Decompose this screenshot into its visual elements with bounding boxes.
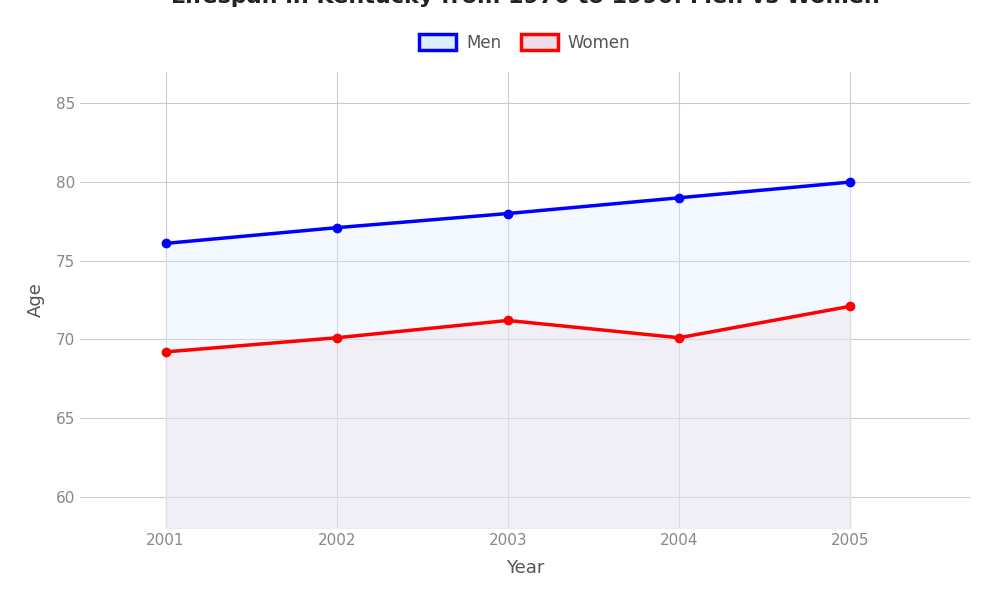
Legend: Men, Women: Men, Women bbox=[411, 26, 639, 60]
Title: Lifespan in Kentucky from 1970 to 1990: Men vs Women: Lifespan in Kentucky from 1970 to 1990: … bbox=[171, 0, 879, 7]
X-axis label: Year: Year bbox=[506, 559, 544, 577]
Y-axis label: Age: Age bbox=[27, 283, 45, 317]
